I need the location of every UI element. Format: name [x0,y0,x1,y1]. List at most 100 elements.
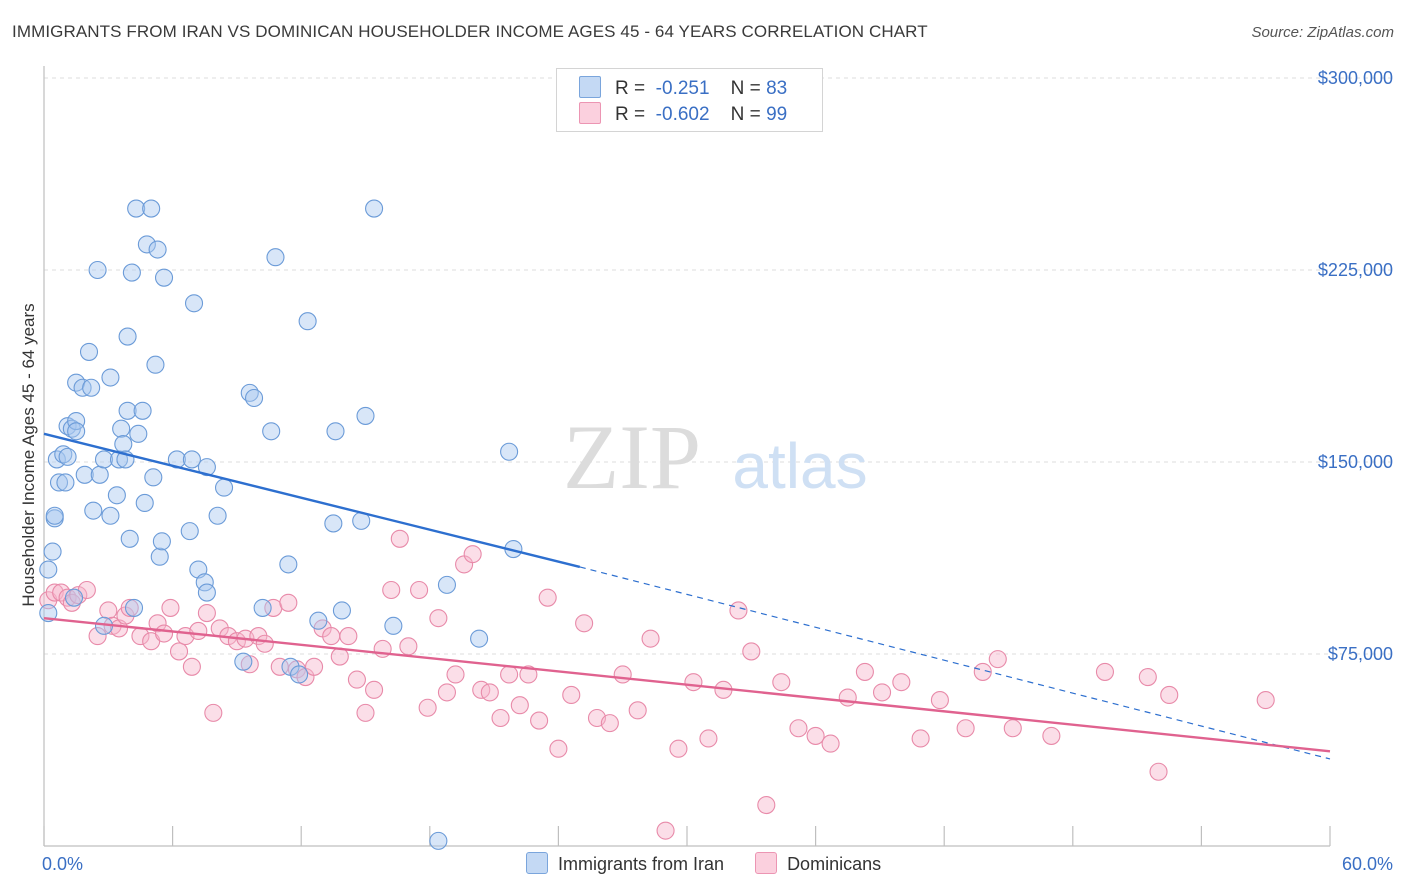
data-point [266,248,285,267]
data-point [480,683,499,702]
data-point [1160,685,1179,705]
data-point [613,665,632,684]
data-point [234,652,253,671]
data-point [838,688,857,707]
data-point [244,388,264,408]
data-point [67,411,86,431]
data-point [305,657,324,676]
legend-r-label: R = [615,78,646,99]
legend-n-label: N = [730,104,761,125]
legend-item-iran[interactable]: Immigrants from Iran [526,852,724,875]
data-point [324,514,343,533]
data-point [94,450,114,469]
data-point [88,260,107,280]
data-point [446,665,465,684]
axes [43,66,1331,847]
correlation-legend: R = -0.251 N = 83 R = -0.602 N = 99 [556,68,823,132]
data-point [742,642,761,661]
data-point [214,478,234,497]
data-point [120,598,139,617]
data-point [82,378,101,397]
data-point [309,611,328,630]
data-point [204,703,223,722]
data-point [772,673,791,692]
data-point [148,240,167,259]
data-point [463,545,482,564]
data-point [1138,667,1157,687]
data-point [510,696,529,715]
series-immigrants-from-iran [39,199,523,850]
data-point [154,268,174,287]
data-point [49,473,69,492]
data-point [729,601,748,620]
data-point [279,593,298,612]
data-point [684,673,703,692]
legend-r-value: -0.251 [655,78,710,99]
data-point [491,708,510,728]
data-point [152,532,171,551]
data-point [656,821,675,840]
data-point [39,603,58,623]
data-point [806,726,825,745]
data-point [45,506,64,525]
legend-swatch-pink [755,852,778,874]
data-point [208,506,227,525]
trend-line-iran-extension [579,566,1331,760]
data-point [180,522,199,541]
watermark-atlas: atlas [732,430,867,502]
data-point [88,627,107,646]
data-point [549,739,568,758]
data-point [84,501,103,520]
series-legend: Immigrants from Iran Dominicans [526,852,907,875]
legend-row-iran: R = -0.251 N = 83 [579,76,787,102]
y-tick-labels: $75,000 $150,000 $225,000 $300,000 [1318,68,1393,664]
source-label: Source: ZipAtlas.com [1251,24,1394,41]
legend-r-value: -0.602 [655,104,710,125]
data-point [821,734,840,753]
data-point [356,703,375,722]
data-point [118,327,137,346]
legend-swatch-blue [579,76,601,98]
data-point [365,199,384,218]
data-point [1003,719,1022,738]
data-point [114,435,133,454]
data-point [161,598,180,617]
data-point [575,614,594,633]
data-point [911,729,930,748]
data-point [197,583,216,602]
data-point [142,199,161,218]
data-point [107,486,126,505]
data-point [530,711,549,730]
data-point [1042,726,1061,745]
data-point [43,542,62,561]
data-point [988,650,1007,669]
data-point [133,401,152,420]
data-point [255,634,274,653]
legend-swatch-pink [579,102,601,124]
data-point [1095,662,1114,681]
data-point [384,616,403,635]
data-point [39,560,58,579]
data-point [789,719,808,738]
data-point [197,603,216,623]
data-point [956,719,975,738]
y-tick-label: $300,000 [1318,68,1393,88]
series-dominicans [39,529,1275,840]
data-point [79,342,99,361]
trend-line-dominicans [43,616,1331,753]
data-point [562,685,581,705]
data-point [154,624,174,643]
data-point [429,609,448,628]
legend-item-dominicans[interactable]: Dominicans [755,852,881,875]
data-point [500,665,519,684]
data-point [347,670,366,689]
data-point [112,419,131,438]
legend-n-label: N = [730,78,761,99]
data-point [892,673,911,692]
data-point [135,493,154,513]
data-point [90,465,109,484]
x-tick-label-min: 0.0% [42,854,83,874]
data-point [930,691,949,710]
gridlines [44,77,1394,655]
data-point [122,263,141,282]
